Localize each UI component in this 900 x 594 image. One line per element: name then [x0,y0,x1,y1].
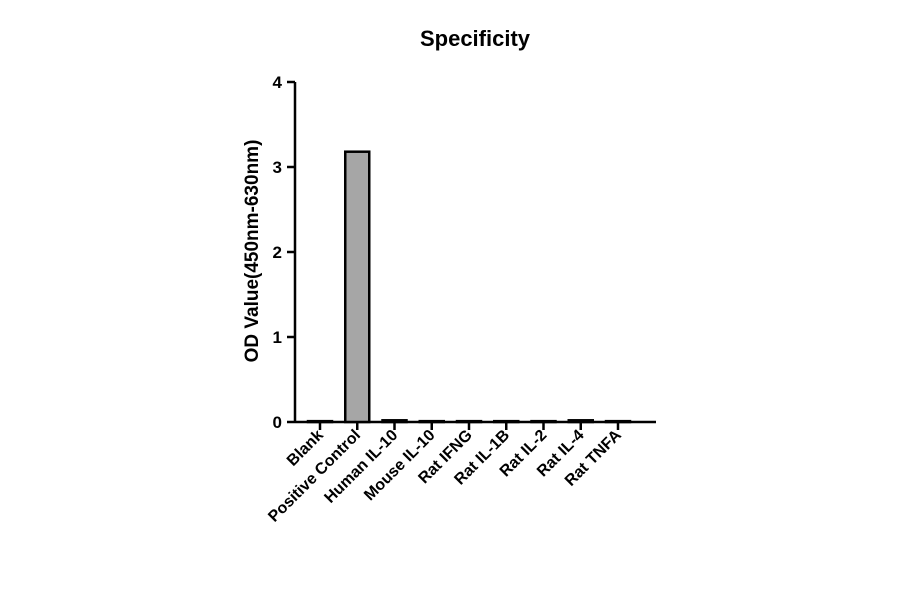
y-tick-label-4: 4 [273,73,283,92]
bar-5 [493,419,520,424]
y-tick-label-3: 3 [273,158,282,177]
y-tick-label-0: 0 [273,413,282,432]
bar-2 [381,419,408,424]
y-tick-label-1: 1 [273,328,282,347]
bar-0 [306,419,334,424]
bar-8 [604,419,632,424]
bar-3 [418,419,445,424]
chart-title: Specificity [420,26,531,51]
bar-1 [344,150,371,424]
y-tick-label-2: 2 [273,243,282,262]
y-axis-label: OD Value(450nm-630nm) [242,140,263,363]
bar-4 [455,419,483,424]
bar-7 [567,419,594,424]
bar-6 [530,419,557,424]
